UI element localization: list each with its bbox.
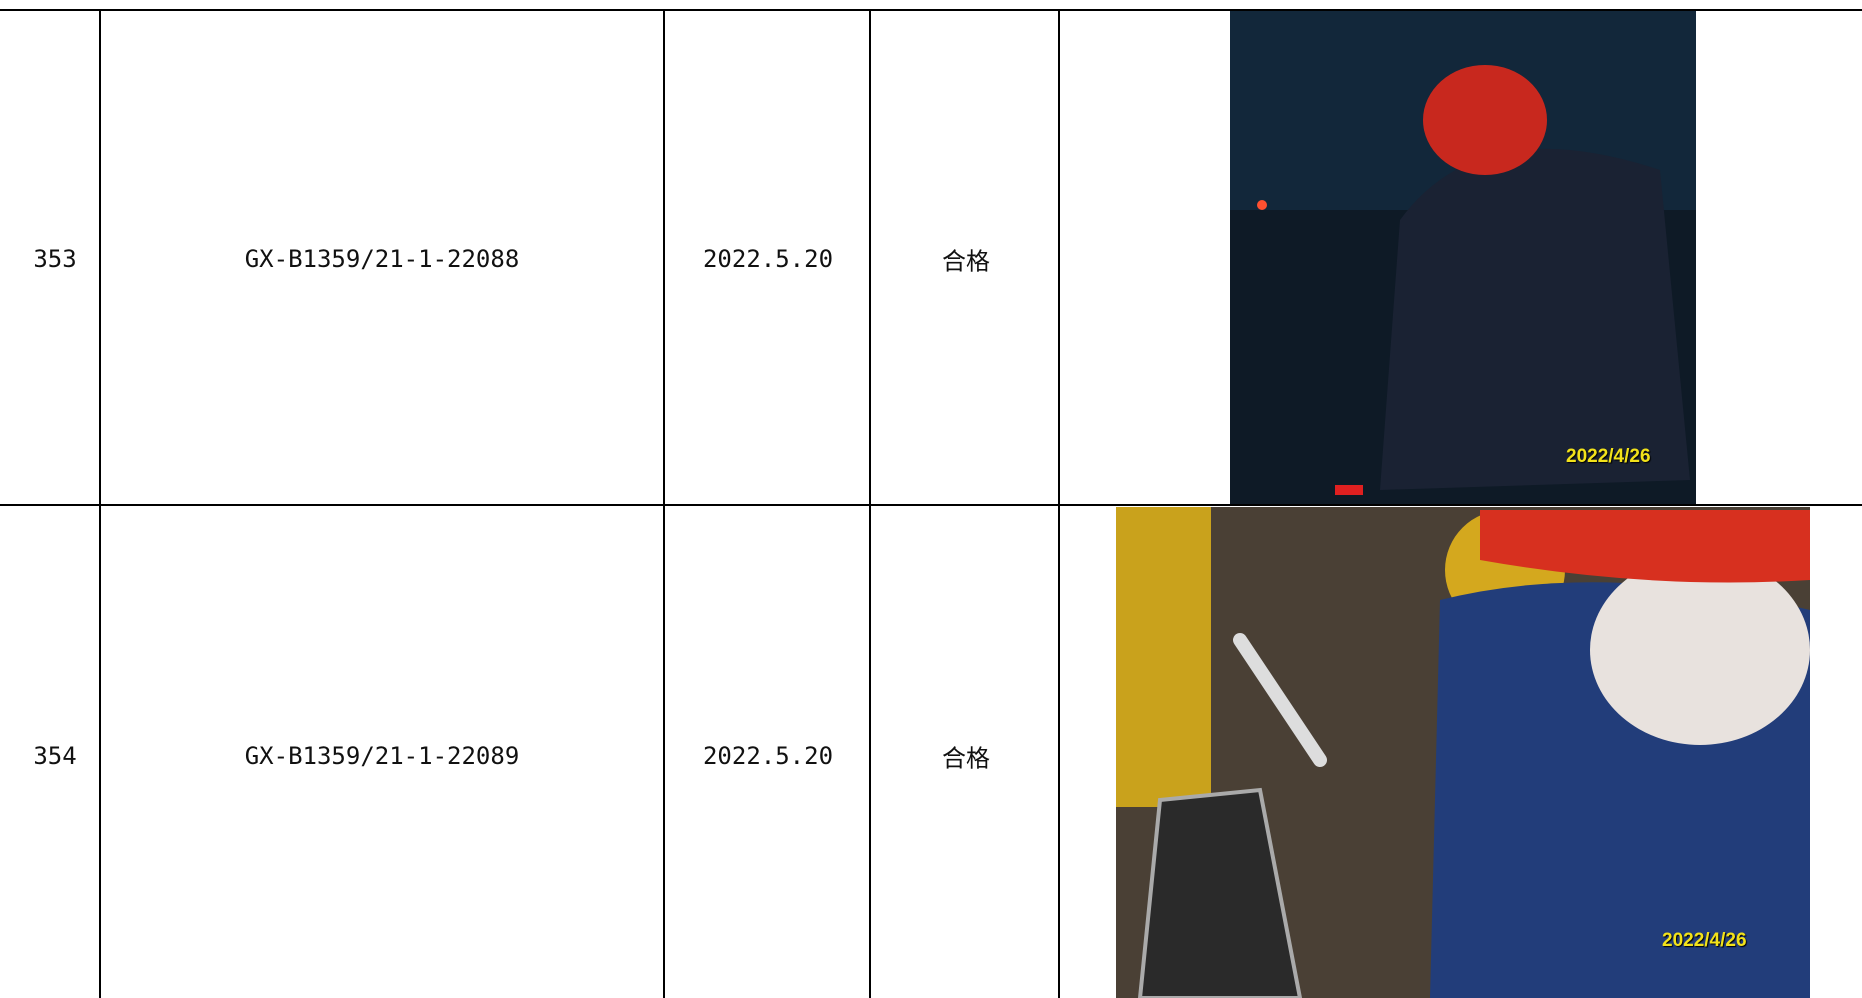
photo xyxy=(1116,507,1810,998)
row-index: 353 xyxy=(33,245,77,273)
test-date: 2022.5.20 xyxy=(702,742,834,770)
photo xyxy=(1230,10,1696,505)
table-border xyxy=(1058,9,1060,998)
table-border xyxy=(0,504,1862,506)
serial-number: GX-B1359/21-1-22088 xyxy=(244,245,520,273)
photo-timestamp: 2022/4/26 xyxy=(1662,930,1747,951)
result: 合格 xyxy=(942,744,990,773)
test-date: 2022.5.20 xyxy=(702,245,834,273)
table-border xyxy=(663,9,665,998)
table-border xyxy=(869,9,871,998)
photo-timestamp: 2022/4/26 xyxy=(1566,446,1651,467)
serial-number: GX-B1359/21-1-22089 xyxy=(244,742,520,770)
result: 合格 xyxy=(942,247,990,276)
table-border xyxy=(0,9,1862,11)
table-border xyxy=(99,9,101,998)
row-index: 354 xyxy=(33,742,77,770)
